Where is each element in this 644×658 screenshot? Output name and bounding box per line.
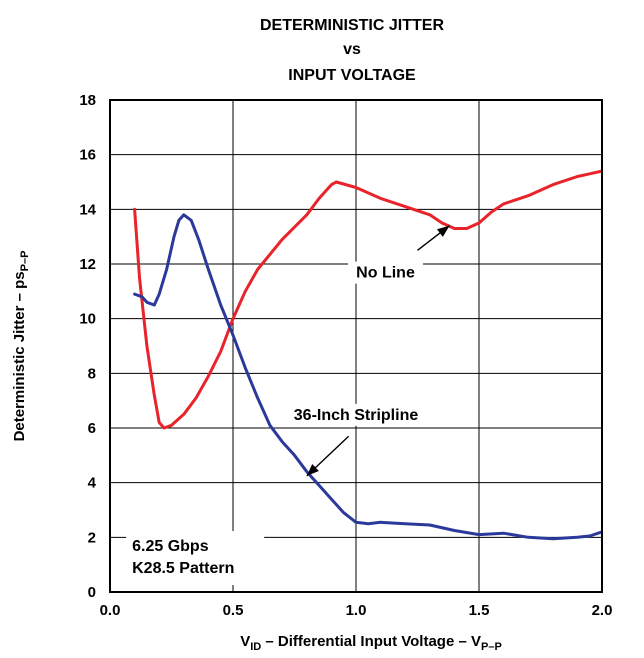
y-tick-label: 14 <box>79 201 96 218</box>
annotation-label: 36-Inch Stripline <box>294 407 419 424</box>
y-axis-label-text: Deterministic Jitter – ps <box>11 271 28 441</box>
grid-lines <box>109 99 603 593</box>
chart-title-line-2: vs <box>343 41 361 58</box>
y-tick-label: 6 <box>88 420 96 437</box>
x-tick-label: 1.0 <box>346 602 367 619</box>
tick-labels: 0.0 0.5 1.0 1.5 2.0 0 2 4 6 8 10 12 14 16 18 <box>79 92 612 619</box>
plot-frame <box>109 99 603 593</box>
annotation-arrowhead <box>436 225 450 237</box>
x-tick-label: 2.0 <box>592 602 613 619</box>
y-axis-label-subscript: P–P <box>19 251 31 272</box>
y-tick-label: 2 <box>88 529 96 546</box>
series-layer <box>133 169 602 541</box>
x-tick-label: 0.0 <box>100 602 121 619</box>
x-tick-label: 0.5 <box>223 602 244 619</box>
y-tick-label: 8 <box>88 365 96 382</box>
annotation-label: 6.25 Gbps <box>132 538 209 555</box>
x-tick-label: 1.5 <box>469 602 490 619</box>
annotations: No Line 36-Inch Stripline 6.25 Gbps K28.5 P… <box>126 225 450 585</box>
x-axis-label: VID – Differential Input Voltage – VP–P <box>240 633 502 653</box>
y-tick-label: 10 <box>79 311 96 328</box>
annotation-label: K28.5 Pattern <box>132 560 234 577</box>
y-tick-label: 4 <box>88 475 97 492</box>
series-line-no-line <box>133 169 602 430</box>
chart-title: DETERMINISTIC JITTER vs INPUT VOLTAGE <box>260 17 444 84</box>
y-tick-label: 0 <box>88 584 96 601</box>
y-tick-label: 16 <box>79 147 96 164</box>
annotation-bg <box>126 531 265 585</box>
x-axis-label-subscript: ID <box>250 641 261 653</box>
annotation-label: No Line <box>356 265 415 282</box>
x-axis-label-text: – Differential Input Voltage – V <box>261 633 481 650</box>
y-tick-label: 18 <box>79 92 96 109</box>
x-axis-label-subscript: P–P <box>481 641 502 653</box>
annotation-arrowhead <box>306 464 319 476</box>
series-line-36-inch-stripline <box>133 213 602 541</box>
chart-title-line-3: INPUT VOLTAGE <box>288 67 416 84</box>
annotation-bg <box>348 261 424 284</box>
y-axis-label: Deterministic Jitter – psP–P <box>11 251 31 442</box>
annotation-bg <box>273 403 439 426</box>
y-tick-label: 12 <box>79 256 96 273</box>
chart-title-line-1: DETERMINISTIC JITTER <box>260 17 444 34</box>
x-axis-label-text: V <box>240 633 250 650</box>
